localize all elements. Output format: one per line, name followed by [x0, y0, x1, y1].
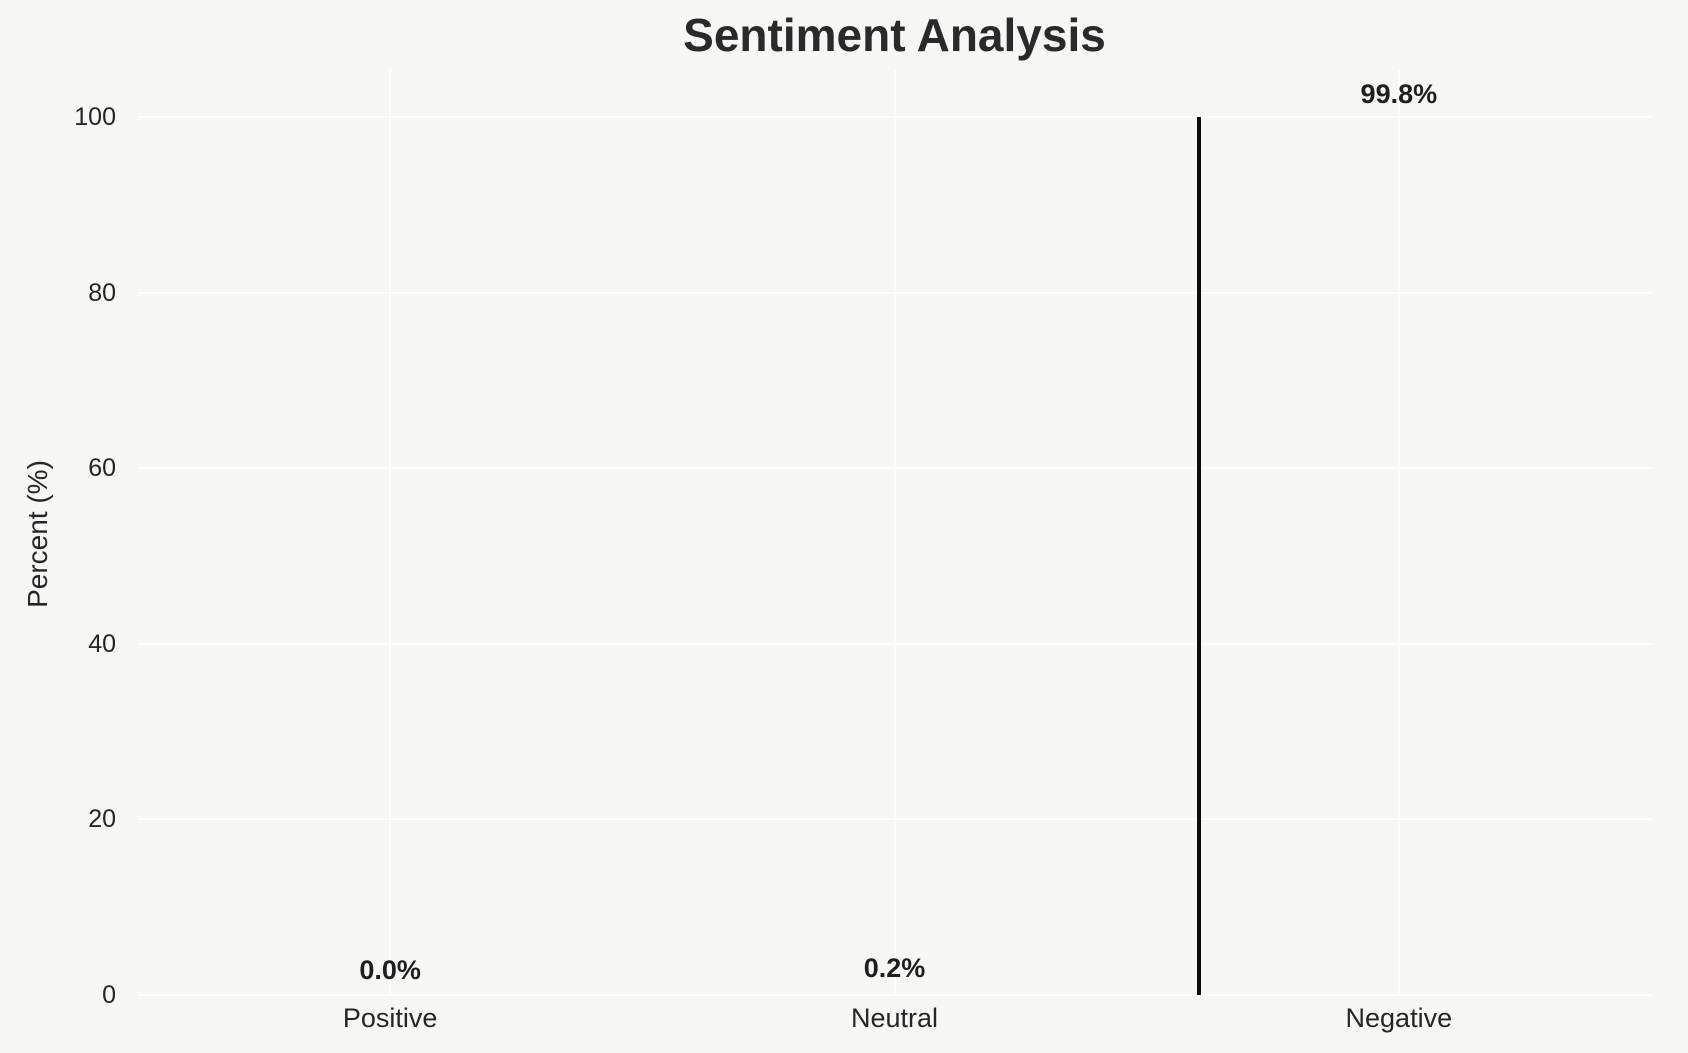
gridline-v-neutral [893, 70, 896, 995]
value-label-positive: 0.0% [359, 955, 421, 985]
y-tick-label: 60 [88, 454, 116, 483]
x-tick-label-negative: Negative [1345, 1003, 1453, 1033]
x-tick-label-neutral: Neutral [850, 1003, 939, 1033]
gridline-h-0 [138, 994, 1651, 996]
y-tick-label: 80 [88, 278, 116, 307]
chart-title: Sentiment Analysis [683, 9, 1106, 61]
y-tick-label: 20 [88, 805, 116, 834]
value-label-neutral: 0.2% [863, 953, 926, 984]
x-tick-label-positive: Positive [342, 1003, 438, 1033]
y-tick-label: 0 [102, 981, 116, 1009]
gridline-v-negative [1397, 70, 1400, 995]
value-label-negative: 99.8% [1360, 78, 1438, 109]
y-tick-label: 40 [88, 629, 116, 658]
plot-area [138, 70, 1651, 996]
y-tick-label: 100 [74, 103, 116, 131]
bar-negative [1196, 116, 1201, 995]
gridline-v-positive [389, 70, 392, 995]
